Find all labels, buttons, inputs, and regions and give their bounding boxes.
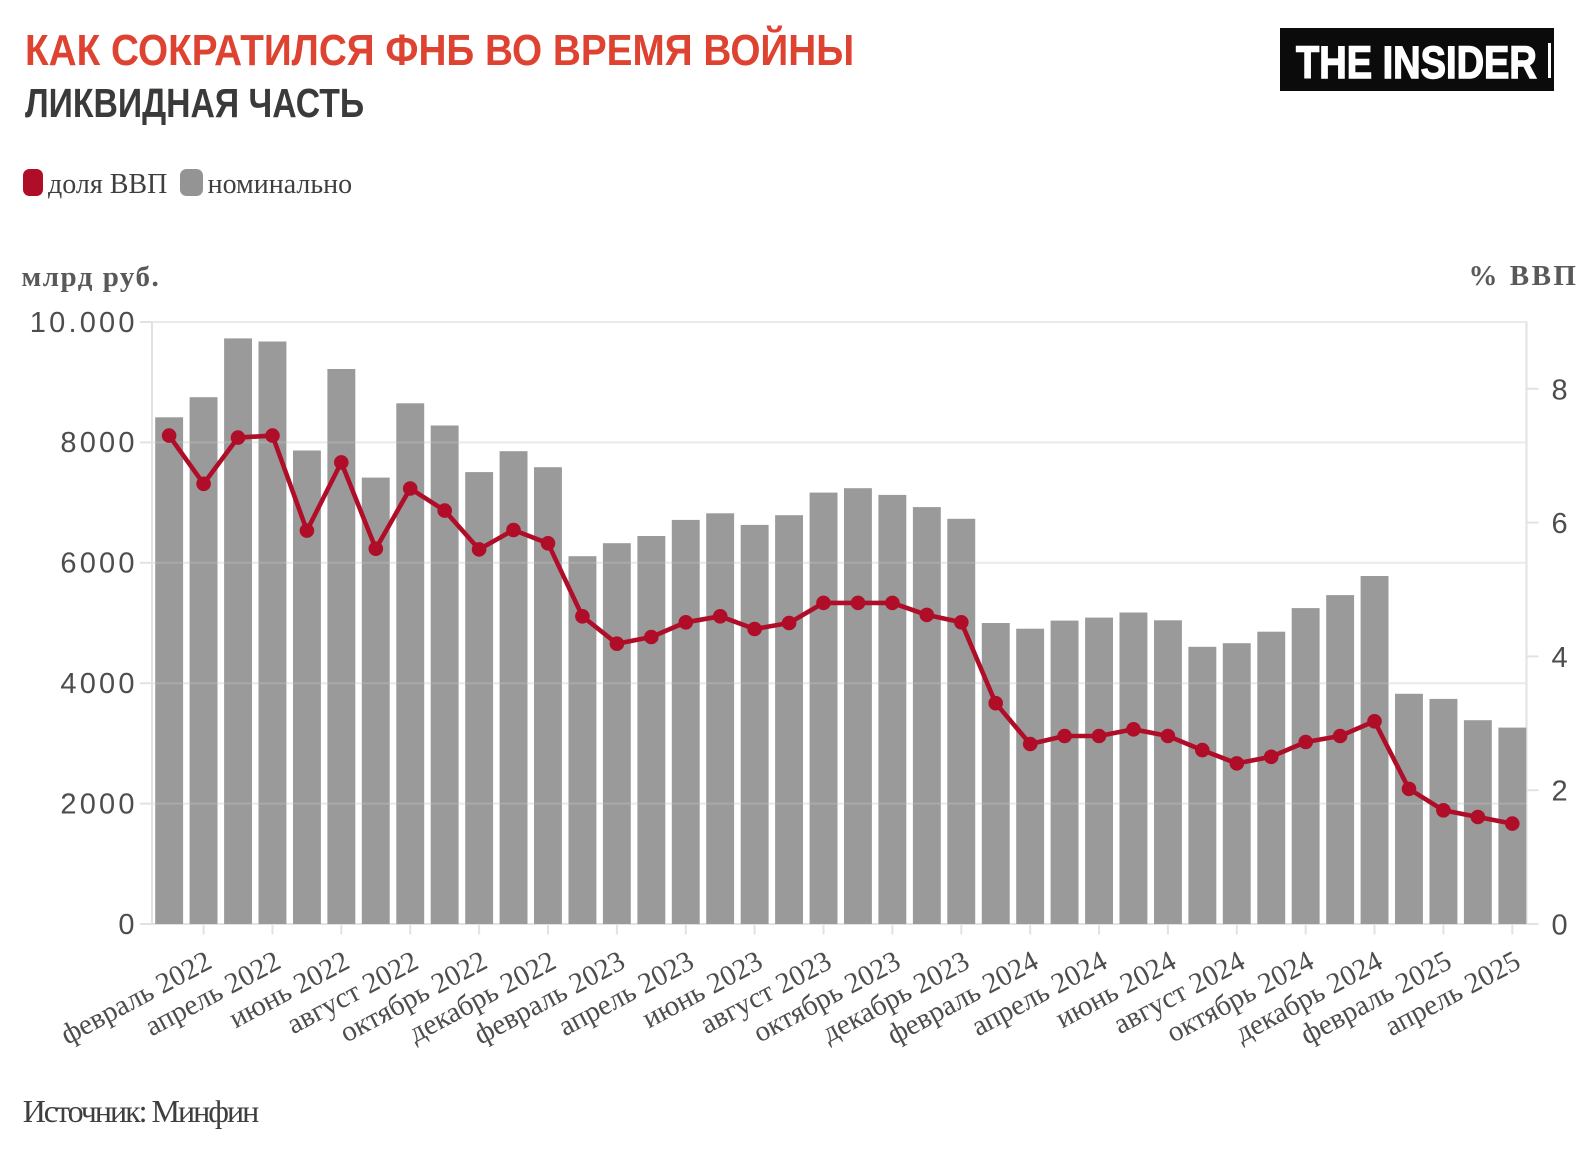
svg-text:2: 2 <box>1552 776 1568 808</box>
svg-text:6: 6 <box>1552 508 1568 540</box>
svg-text:8: 8 <box>1552 374 1568 406</box>
svg-text:10.000: 10.000 <box>30 307 138 339</box>
svg-text:8000: 8000 <box>60 427 137 459</box>
svg-text:4: 4 <box>1552 642 1568 674</box>
svg-text:2000: 2000 <box>60 788 137 820</box>
svg-text:6000: 6000 <box>60 548 137 580</box>
svg-text:0: 0 <box>118 909 137 941</box>
svg-text:0: 0 <box>1552 910 1568 942</box>
svg-text:4000: 4000 <box>60 668 137 700</box>
